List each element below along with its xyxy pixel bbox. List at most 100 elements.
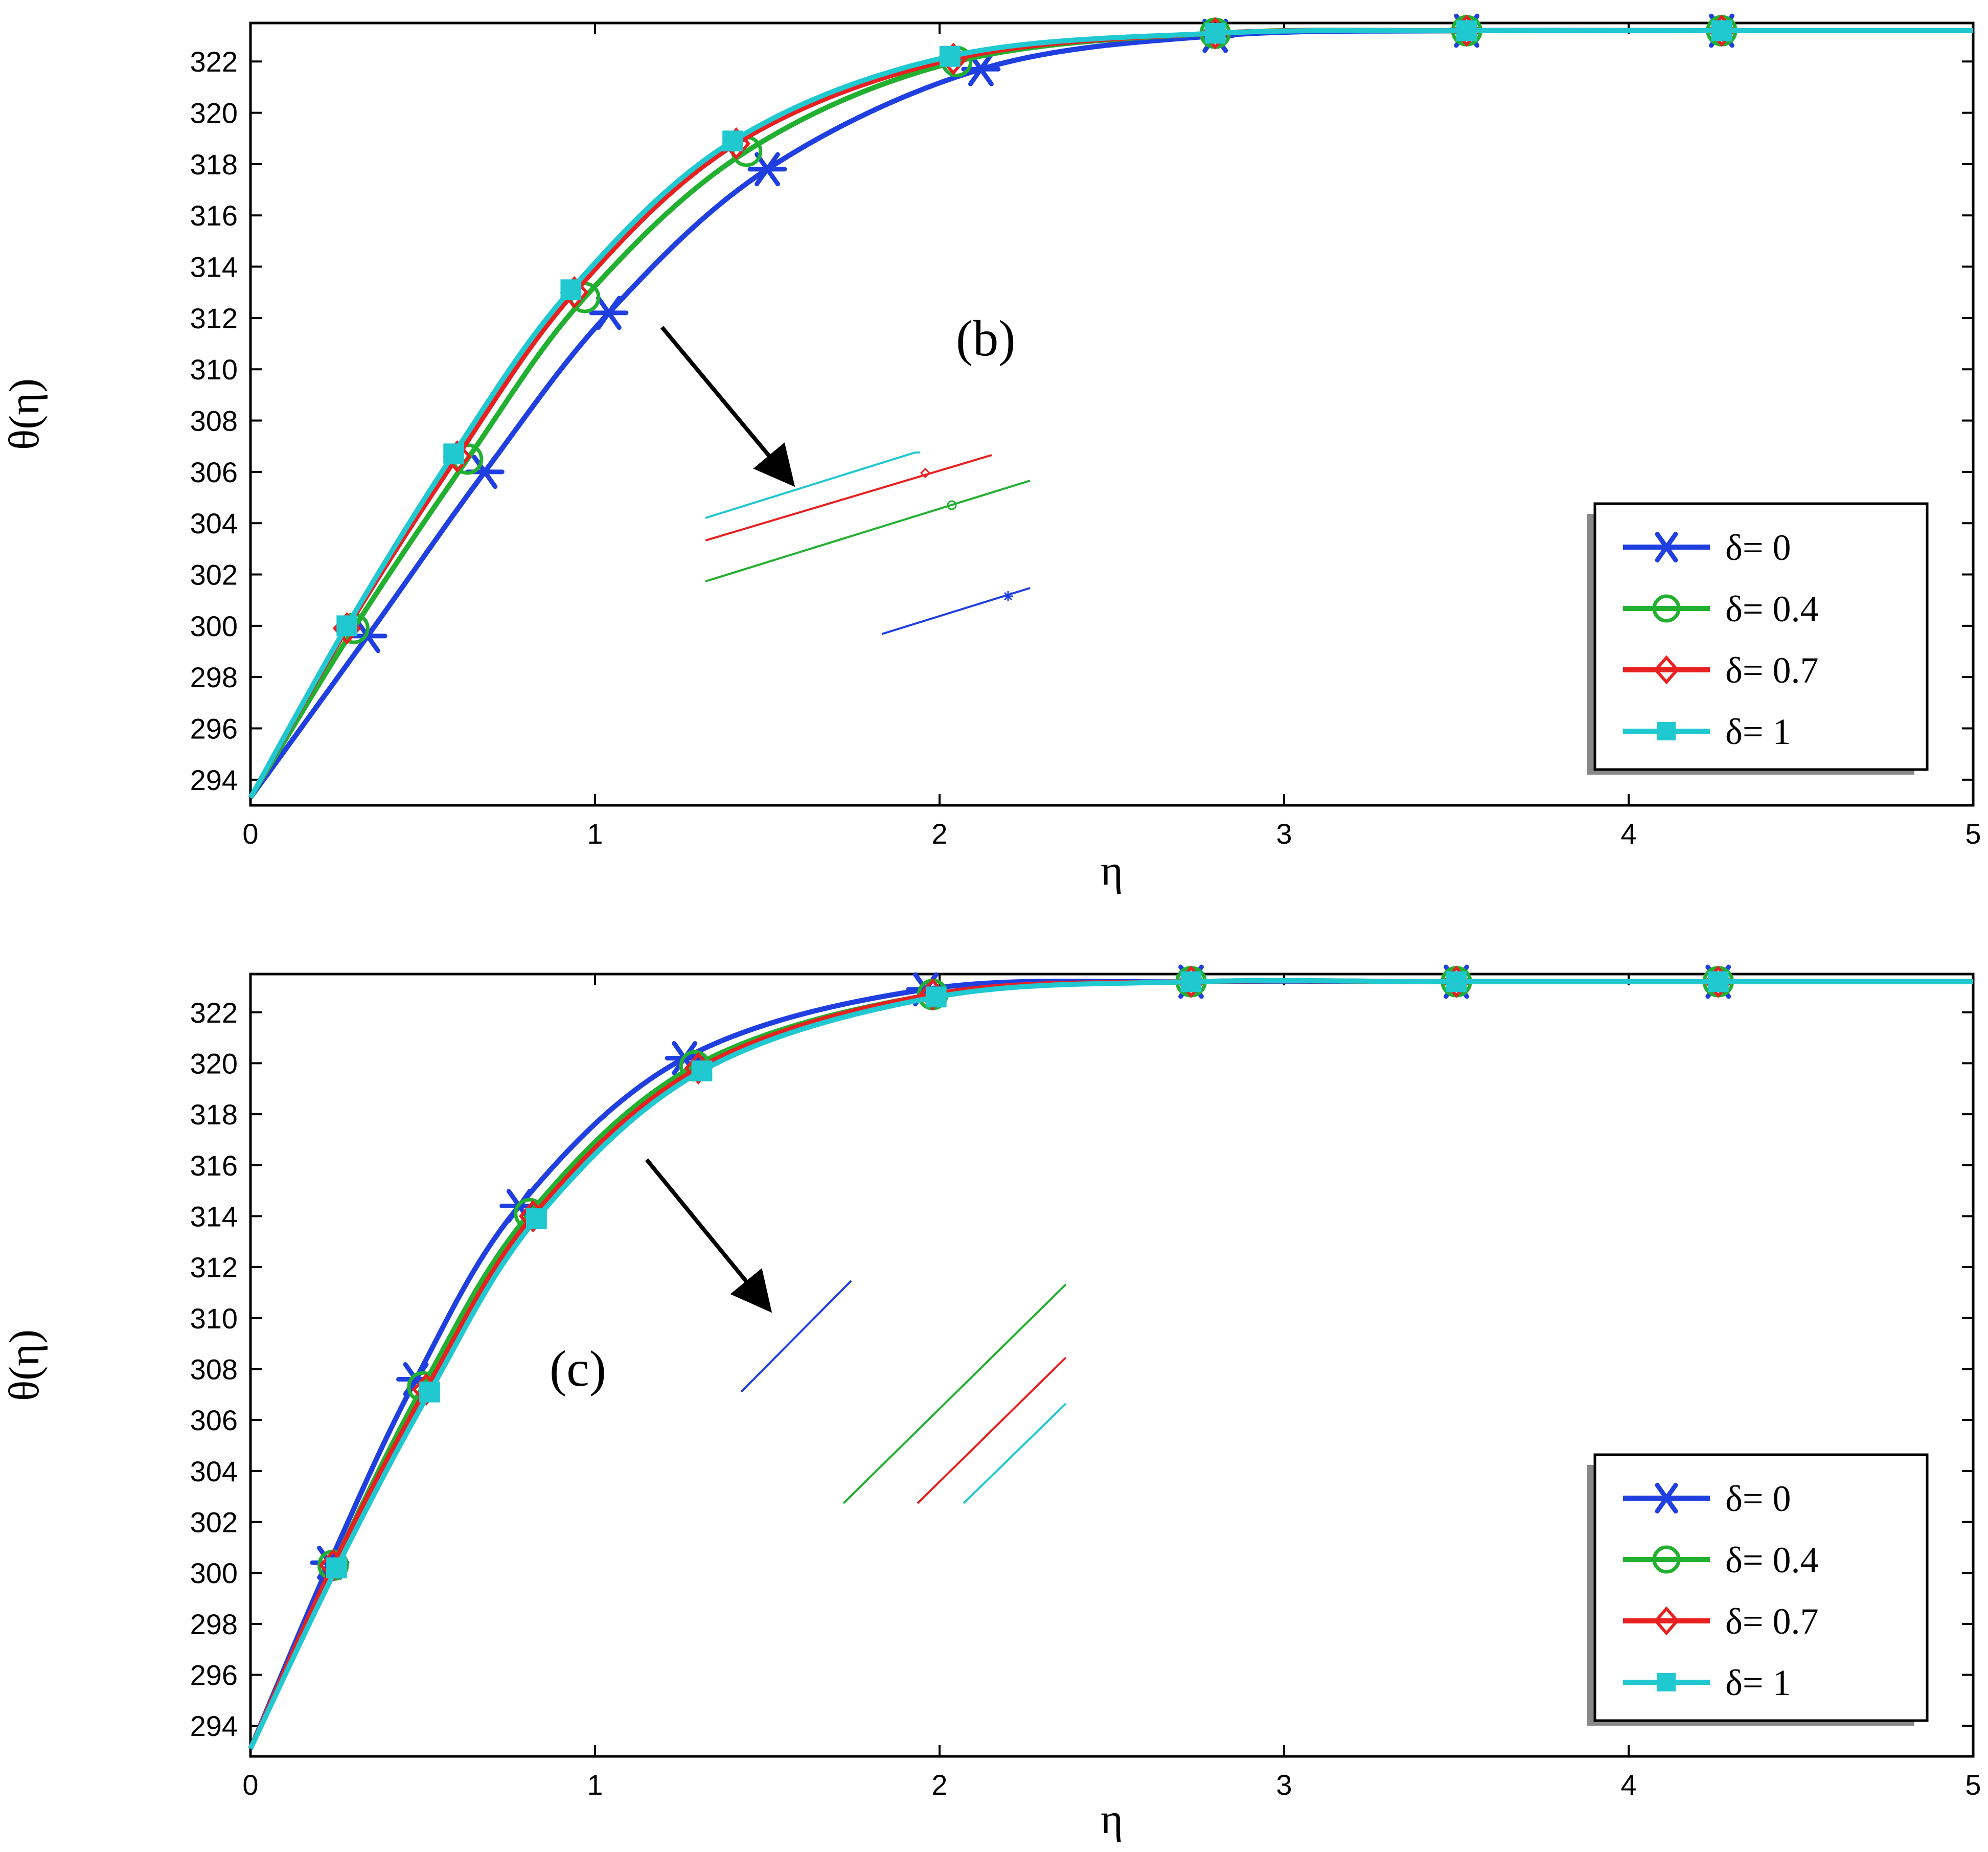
zoom-marker	[920, 467, 931, 479]
data-point	[1711, 20, 1732, 41]
legend-item: δ= 1	[1623, 1662, 1791, 1703]
legend-marker	[1652, 594, 1681, 623]
y-tick-label: 298	[190, 1608, 238, 1640]
x-tick-label: 5	[1965, 1769, 1981, 1801]
x-tick-label: 4	[1620, 1769, 1636, 1801]
data-point	[1204, 22, 1226, 44]
panel-label: (c)	[550, 1340, 606, 1397]
data-point	[1456, 20, 1477, 41]
chart-panel-c: 0 1 2 3 4 5 294 296 298 300 302 304 306 308 310 312 314 3…	[1, 964, 1981, 1843]
y-tick-label: 312	[190, 1251, 238, 1283]
x-axis-label: η	[1101, 1795, 1123, 1843]
data-point	[722, 130, 743, 152]
zoom-marker	[1003, 591, 1013, 601]
y-tick-label: 300	[190, 1557, 238, 1589]
zoom-inset	[660, 326, 1031, 635]
zoom-line	[842, 1283, 1067, 1504]
y-tick-label: 320	[190, 97, 238, 129]
zoom-line	[740, 1280, 852, 1393]
y-tick-label: 310	[190, 353, 238, 386]
y-tick-label: 314	[190, 1200, 238, 1232]
x-tick-label: 3	[1276, 1769, 1292, 1801]
series-line	[248, 978, 1973, 1750]
data-point	[526, 1208, 547, 1229]
legend-marker	[1649, 532, 1684, 562]
x-tick-label: 0	[242, 818, 258, 850]
legend-label: δ= 0.4	[1725, 589, 1819, 629]
legend-item: δ= 0.4	[1623, 589, 1819, 629]
axis-ticks: 0 1 2 3 4 5 294 296 298 300 302 304 306 308 310 312 314 3…	[190, 974, 1981, 1801]
y-tick-label: 294	[190, 1710, 238, 1742]
zoom-arrow	[645, 1158, 772, 1313]
legend-label: δ= 0.7	[1725, 650, 1819, 691]
legend-item: δ= 0.7	[1623, 650, 1819, 691]
zoom-line	[917, 1357, 1067, 1504]
data-point	[326, 1557, 347, 1578]
y-tick-label: 294	[190, 764, 238, 796]
data-point	[419, 1381, 440, 1403]
x-tick-label: 1	[587, 818, 603, 850]
axis-ticks: 0 1 2 3 4 5 294 296 298 300 302 304 306 308 310 312 314 3…	[190, 23, 1981, 850]
legend-label: δ= 0	[1725, 1478, 1791, 1519]
data-point	[925, 986, 947, 1008]
y-tick-label: 316	[190, 199, 238, 232]
y-tick-label: 304	[190, 507, 238, 539]
series-line	[248, 28, 1973, 799]
legend-items: δ= 0 δ= 0.4 δ= 0.7 δ= 1	[1623, 1478, 1819, 1703]
zoom-line	[705, 451, 916, 519]
x-tick-label: 1	[587, 1769, 603, 1801]
y-tick-label: 308	[190, 1353, 238, 1385]
legend-marker	[1657, 722, 1676, 740]
y-tick-label: 312	[190, 302, 238, 334]
data-point	[691, 1060, 713, 1081]
data-point	[589, 296, 629, 330]
x-axis-label: η	[1101, 847, 1123, 894]
x-tick-label: 3	[1276, 818, 1292, 850]
legend-label: δ= 0	[1725, 527, 1791, 568]
y-axis-label: θ(η)	[1, 1329, 48, 1401]
legend-item: δ= 0	[1623, 527, 1791, 568]
y-tick-label: 298	[190, 661, 238, 693]
legend-item: δ= 0.7	[1623, 1601, 1819, 1642]
legend-item: δ= 0.4	[1623, 1540, 1819, 1580]
legend-label: δ= 0.7	[1725, 1601, 1819, 1642]
y-tick-label: 302	[190, 559, 238, 591]
y-tick-label: 318	[190, 1098, 238, 1131]
legend-marker	[1654, 655, 1679, 685]
y-tick-label: 322	[190, 997, 238, 1029]
x-tick-label: 2	[931, 818, 947, 850]
y-tick-label: 302	[190, 1506, 238, 1538]
legend-label: δ= 1	[1725, 711, 1791, 752]
zoom-inset	[645, 1158, 1067, 1504]
series-group	[248, 964, 1973, 1750]
x-tick-label: 2	[931, 1769, 947, 1801]
legend-item: δ= 1	[1623, 711, 1791, 752]
y-tick-label: 304	[190, 1455, 238, 1487]
panel-label: (b)	[956, 310, 1016, 367]
data-point	[336, 615, 358, 637]
zoom-line	[705, 454, 992, 541]
y-tick-label: 306	[190, 456, 238, 488]
data-point	[1707, 971, 1729, 992]
y-tick-label: 306	[190, 1404, 238, 1436]
zoom-line	[705, 480, 1031, 582]
zoom-arrow	[660, 326, 795, 487]
legend-marker	[1657, 1673, 1676, 1691]
legend: δ= 0 δ= 0.4 δ= 0.7 δ= 1	[1587, 502, 1929, 775]
y-tick-label: 318	[190, 148, 238, 180]
data-point	[443, 443, 465, 465]
data-point	[747, 152, 787, 187]
y-tick-label: 314	[190, 251, 238, 283]
data-point	[939, 46, 961, 67]
data-point	[1180, 971, 1202, 992]
y-tick-label: 310	[190, 1302, 238, 1335]
legend-label: δ= 1	[1725, 1662, 1791, 1703]
x-tick-label: 0	[242, 1769, 258, 1801]
x-tick-label: 4	[1620, 818, 1636, 850]
zoom-marker	[947, 500, 957, 510]
chart-panel-b: 0 1 2 3 4 5 294 296 298 300 302 304 306 308 310 312 314 3…	[1, 13, 1981, 894]
data-point	[1446, 971, 1467, 992]
series-group	[248, 13, 1973, 799]
legend-marker	[1654, 1606, 1679, 1636]
